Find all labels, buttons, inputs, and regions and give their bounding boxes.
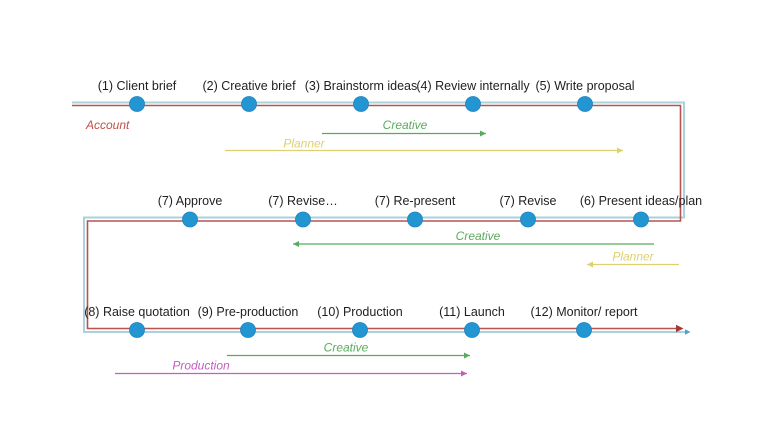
milestone-dot xyxy=(353,96,369,112)
milestone-row2-2: (7) Revise… xyxy=(268,194,338,228)
milestone-label: (12) Monitor/ report xyxy=(531,305,639,319)
main-path xyxy=(72,101,691,335)
milestone-label: (10) Production xyxy=(317,305,403,319)
milestone-row1-5: (5) Write proposal xyxy=(535,79,635,112)
milestone-row1-3: (3) Brainstorm ideas xyxy=(305,79,418,112)
role-label-creative: Creative xyxy=(383,118,428,132)
account-flow-line-blue xyxy=(72,101,685,333)
milestone-label: (1) Client brief xyxy=(98,79,177,93)
role-spans: Account Creative Planner Creative Planner Cre… xyxy=(85,118,679,377)
milestone-label: (6) Present ideas/plan xyxy=(580,194,702,208)
milestone-row3-3: (10) Production xyxy=(317,305,403,338)
milestone-dot xyxy=(240,322,256,338)
milestone-row2-5: (6) Present ideas/plan xyxy=(580,194,702,228)
milestone-label: (7) Revise xyxy=(500,194,557,208)
milestone-dot xyxy=(520,211,536,228)
role-arrowhead-right xyxy=(617,147,623,154)
milestone-row3-2: (9) Pre-production xyxy=(198,305,299,338)
milestone-label: (7) Approve xyxy=(158,194,223,208)
milestone-dot xyxy=(182,211,198,228)
milestone-row2-1: (7) Approve xyxy=(158,194,223,228)
milestone-row3-5: (12) Monitor/ report xyxy=(531,305,639,338)
role-span-production-row3: Production xyxy=(115,359,467,377)
milestone-dot xyxy=(576,322,592,338)
milestone-row2-3: (7) Re-present xyxy=(375,194,456,228)
role-label-production: Production xyxy=(172,359,230,373)
milestone-dot xyxy=(241,96,257,112)
milestone-label: (9) Pre-production xyxy=(198,305,299,319)
role-span-creative-row2: Creative xyxy=(293,229,654,247)
milestone-label: (2) Creative brief xyxy=(202,79,296,93)
milestone-row3-1: (8) Raise quotation xyxy=(84,305,190,338)
role-span-creative-row1: Creative xyxy=(322,118,486,137)
milestone-row1-2: (2) Creative brief xyxy=(202,79,296,112)
milestone-label: (8) Raise quotation xyxy=(84,305,190,319)
milestone-dot xyxy=(129,322,145,338)
milestone-row1-4: (4) Review internally xyxy=(416,79,530,112)
milestone-dot xyxy=(352,322,368,338)
milestone-label: (11) Launch xyxy=(439,305,505,319)
role-label-account: Account xyxy=(85,118,130,132)
role-label-planner: Planner xyxy=(283,137,325,151)
role-label-planner: Planner xyxy=(612,250,654,264)
blue-line-arrowhead xyxy=(685,329,691,335)
milestone-dot xyxy=(633,211,649,228)
milestone-row2-4: (7) Revise xyxy=(500,194,557,228)
milestones: (1) Client brief (2) Creative brief (3) Br… xyxy=(84,79,702,338)
role-arrowhead-right xyxy=(464,352,470,359)
milestone-label: (4) Review internally xyxy=(416,79,530,93)
role-span-planner-row2: Planner xyxy=(587,250,679,268)
milestone-label: (3) Brainstorm ideas xyxy=(305,79,418,93)
red-line-arrowhead xyxy=(676,324,684,333)
role-arrowhead-right xyxy=(461,370,467,377)
role-label-creative: Creative xyxy=(456,229,501,243)
milestone-dot xyxy=(465,96,481,112)
role-span-account-row1: Account xyxy=(85,118,130,132)
role-span-planner-row1: Planner xyxy=(225,137,623,154)
milestone-dot xyxy=(407,211,423,228)
milestone-label: (5) Write proposal xyxy=(535,79,634,93)
milestone-dot xyxy=(577,96,593,112)
role-span-creative-row3: Creative xyxy=(227,341,470,359)
role-arrowhead-right xyxy=(480,130,486,137)
role-label-creative: Creative xyxy=(324,341,369,355)
role-arrowhead-left xyxy=(587,261,593,268)
milestone-row3-4: (11) Launch xyxy=(439,305,505,338)
milestone-label: (7) Re-present xyxy=(375,194,456,208)
milestone-label: (7) Revise… xyxy=(268,194,337,208)
milestone-dot xyxy=(129,96,145,112)
milestone-dot xyxy=(464,322,480,338)
milestone-dot xyxy=(295,211,311,228)
milestone-row1-1: (1) Client brief xyxy=(98,79,177,112)
role-arrowhead-left xyxy=(293,241,299,247)
